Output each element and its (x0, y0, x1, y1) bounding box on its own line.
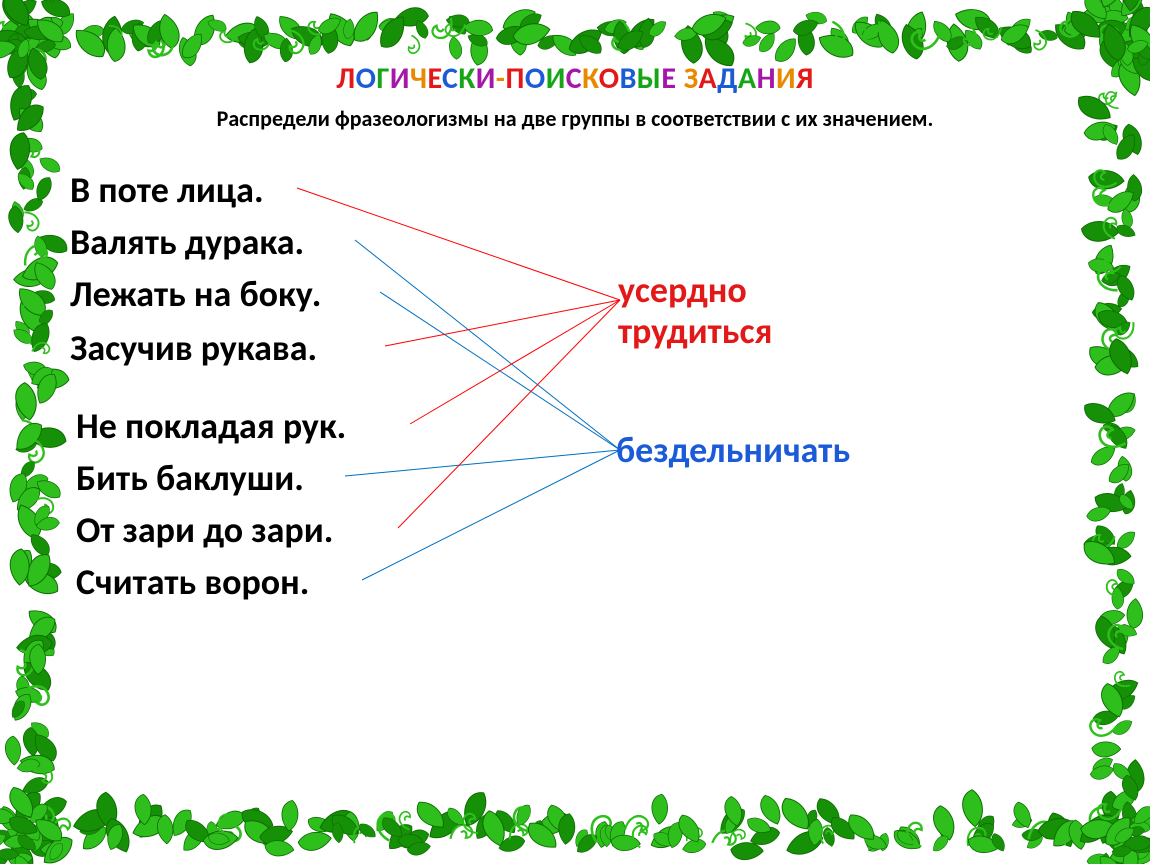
title: ЛОГИЧЕСКИ-ПОИСКОВЫЕ ЗАДАНИЯ (70, 60, 1080, 97)
phrase-p6: От зари до зари. (76, 508, 333, 552)
phrase-p4: Не покладая рук. (76, 404, 346, 448)
phrase-p2: Лежать на боку. (70, 272, 321, 316)
category-c1: бездельничать (616, 430, 850, 471)
phrase-p1: Валять дурака. (70, 220, 304, 264)
phrase-p5: Бить баклуши. (76, 456, 304, 500)
category-c0: усерднотрудиться (618, 270, 772, 353)
subtitle: Распредели фразеологизмы на две группы в… (70, 105, 1080, 132)
phrase-p3: Засучив рукава. (70, 326, 317, 370)
phrase-p7: Считать ворон. (76, 560, 309, 604)
phrase-p0: В поте лица. (70, 168, 264, 212)
